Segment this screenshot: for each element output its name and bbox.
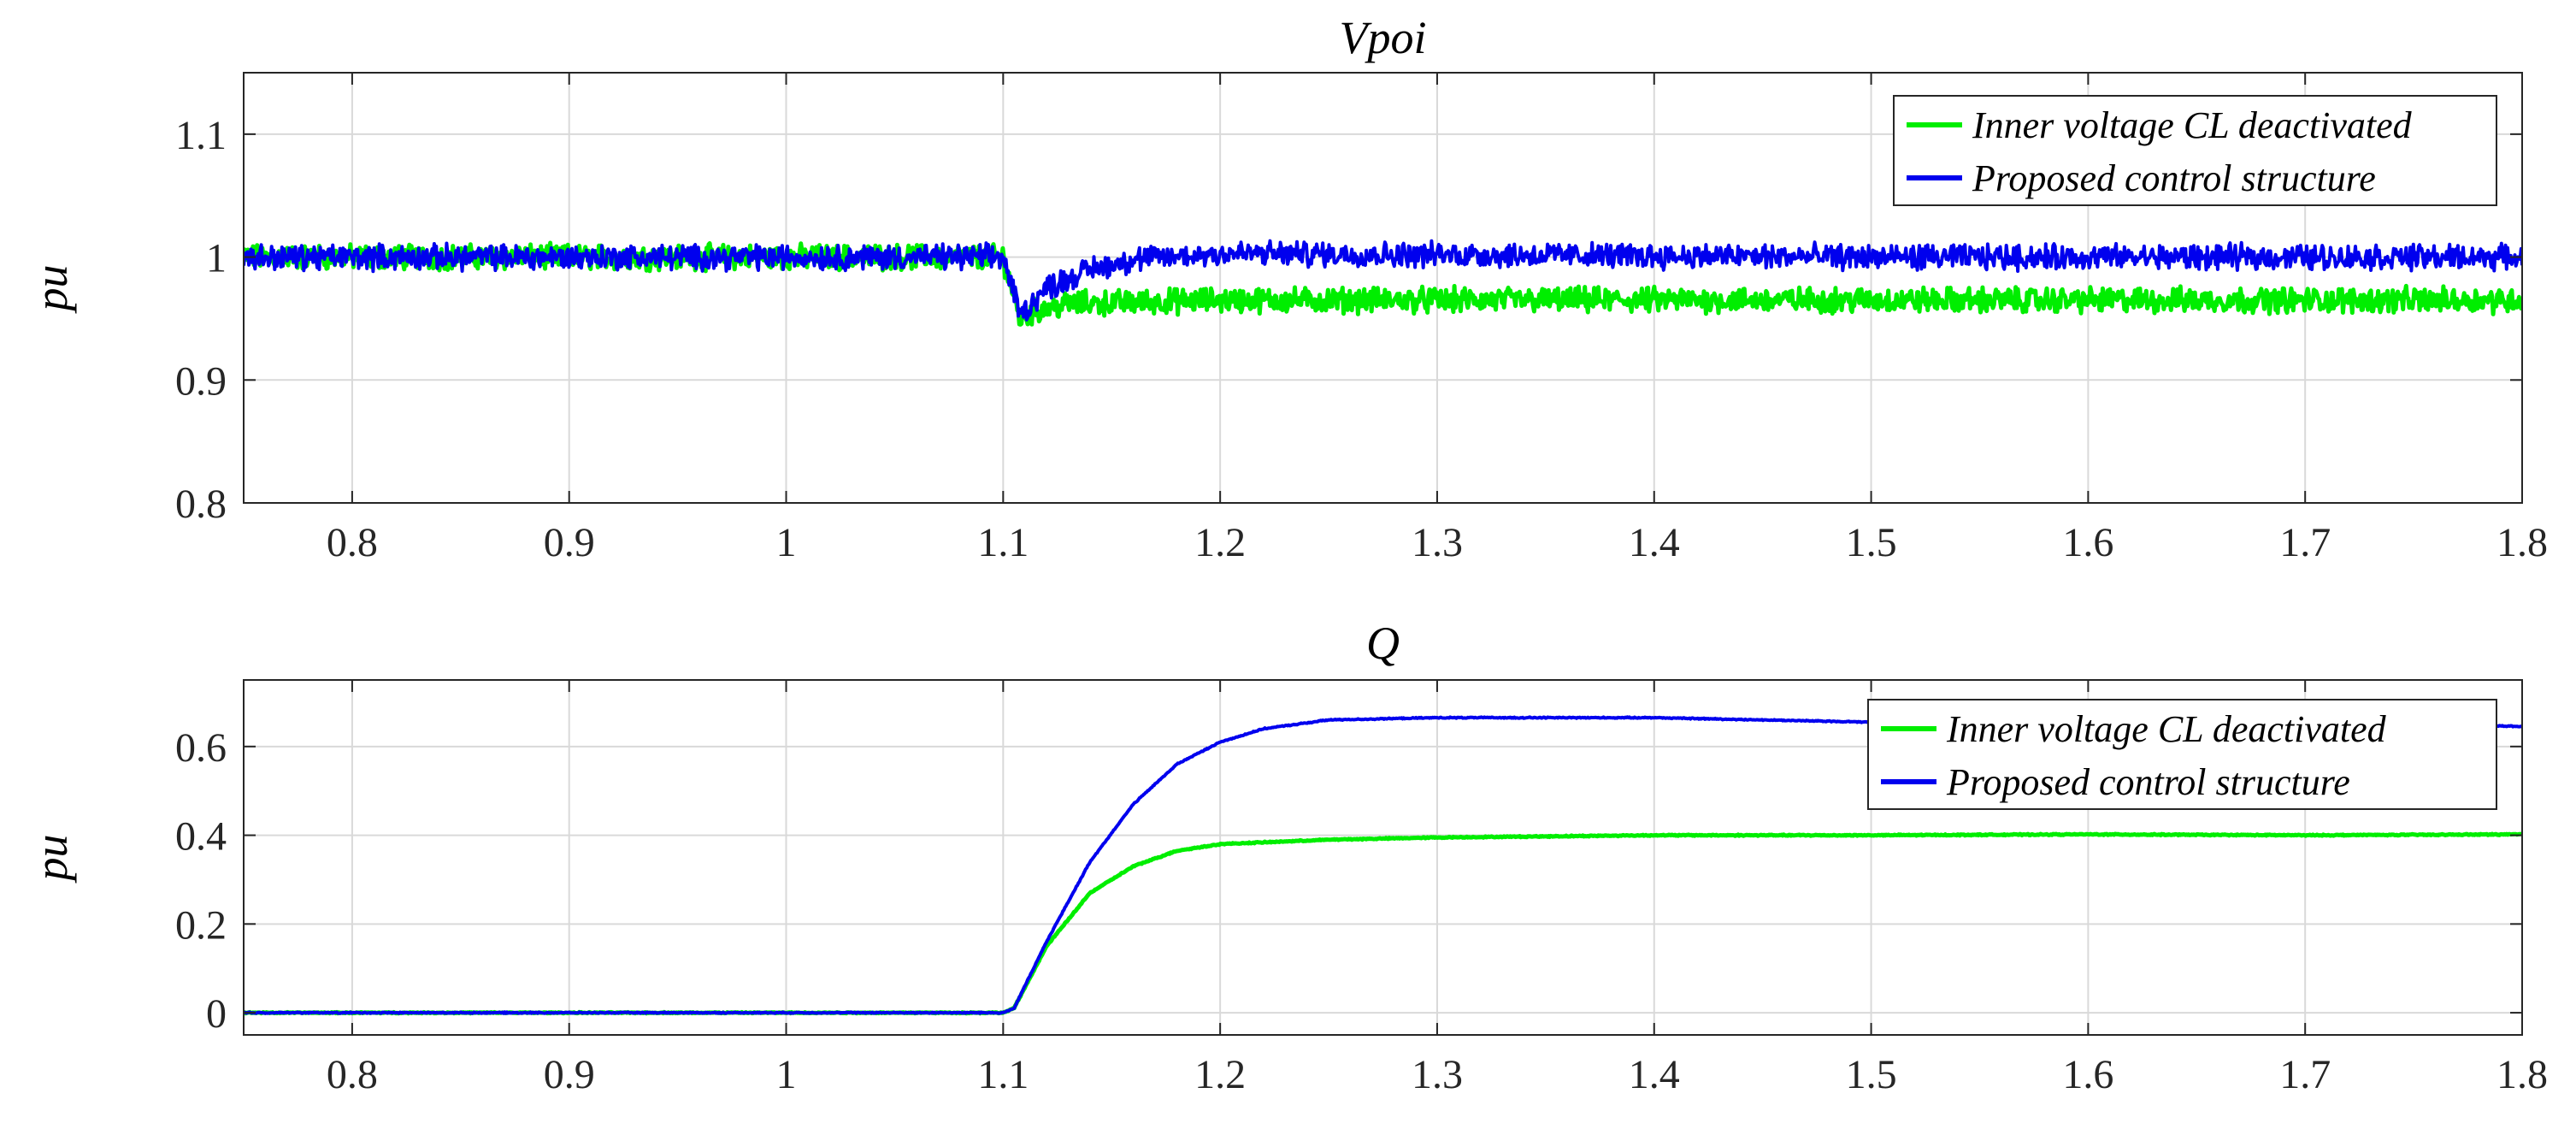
chart-q: 0.8 0.9 1 1.1 1.2 1.3 1.4 1.5 1.6 1.7 1.8 0 0.2 0.4 0.…: [26, 618, 2548, 1097]
x-tick-label: 1.4: [1629, 1052, 1680, 1097]
axes-box: [243, 72, 2523, 504]
x-tick-label: 0.8: [327, 1052, 378, 1097]
x-tick-label: 1.7: [2279, 1052, 2331, 1097]
x-tick-label: 0.9: [544, 520, 595, 565]
x-tick-label: 1.5: [1846, 520, 1897, 565]
chart-title: Q: [1366, 618, 1400, 669]
x-tick-label: 1.8: [2496, 520, 2548, 565]
legend-box: [1867, 699, 2497, 810]
legend: Inner voltage CL deactivated Proposed con…: [1867, 699, 2497, 810]
x-tick-label: 0.8: [327, 520, 378, 565]
x-tick-label: 1.7: [2279, 520, 2331, 565]
axes-box: [243, 679, 2523, 1036]
x-tick-label: 1.8: [2496, 1052, 2548, 1097]
series-group: [244, 239, 2522, 327]
y-tick-label: 0.8: [175, 482, 227, 527]
x-tick-label: 1: [776, 1052, 797, 1097]
x-tick-label: 1.1: [977, 520, 1029, 565]
y-tick-label: 1: [206, 236, 227, 281]
legend: Inner voltage CL deactivated Proposed con…: [1893, 95, 2497, 206]
x-tick-label: 1.1: [977, 1052, 1029, 1097]
x-tick-label: 1.6: [2062, 520, 2113, 565]
x-tick-label: 1.2: [1194, 1052, 1246, 1097]
y-tick-label: 1.1: [175, 113, 227, 158]
x-tick-label: 0.9: [544, 1052, 595, 1097]
series-line-proposed-control-structure: [244, 239, 2522, 322]
y-axis-label: pu: [26, 265, 77, 315]
chart-vpoi: 0.8 0.9 1 1.1 1.2 1.3 1.4 1.5 1.6 1.7 1.8 0.8 0.9 1 1.…: [26, 12, 2548, 565]
y-tick-label: 0.4: [175, 814, 227, 860]
legend-label: Inner voltage CL deactivated: [1946, 708, 2387, 750]
legend-label: Proposed control structure: [1946, 761, 2350, 803]
y-tick-label: 0.6: [175, 725, 227, 771]
legend-label: Inner voltage CL deactivated: [1972, 104, 2413, 146]
x-tick-label: 1.2: [1194, 520, 1246, 565]
x-tick-label: 1.6: [2062, 1052, 2113, 1097]
chart-title: Vpoi: [1340, 12, 1427, 63]
x-tick-label: 1.3: [1412, 520, 1463, 565]
x-tick-label: 1.3: [1412, 1052, 1463, 1097]
legend-box: [1893, 95, 2497, 206]
y-tick-label: 0.2: [175, 902, 227, 948]
y-tick-label: 0: [206, 991, 227, 1037]
y-axis-label: pu: [26, 835, 77, 884]
x-tick-label: 1.5: [1846, 1052, 1897, 1097]
x-tick-label: 1: [776, 520, 797, 565]
y-tick-label: 0.9: [175, 358, 227, 404]
x-tick-label: 1.4: [1629, 520, 1680, 565]
legend-label: Proposed control structure: [1972, 157, 2376, 199]
